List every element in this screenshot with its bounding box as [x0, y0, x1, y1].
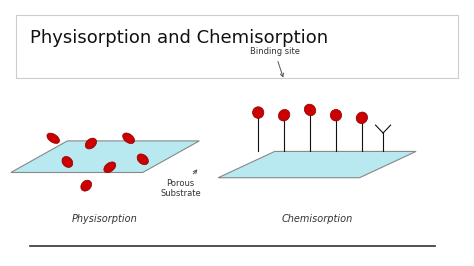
Ellipse shape [85, 138, 97, 149]
Ellipse shape [330, 109, 342, 121]
FancyBboxPatch shape [16, 15, 458, 78]
Ellipse shape [137, 154, 148, 165]
Ellipse shape [253, 107, 264, 118]
Polygon shape [11, 141, 199, 172]
Ellipse shape [278, 109, 290, 121]
Text: Physisorption and Chemisorption: Physisorption and Chemisorption [30, 29, 328, 47]
Polygon shape [218, 151, 416, 178]
Ellipse shape [81, 180, 91, 191]
Text: Physisorption: Physisorption [72, 214, 138, 223]
Text: Binding site: Binding site [250, 47, 300, 77]
Text: Porous
Substrate: Porous Substrate [160, 170, 201, 198]
Ellipse shape [356, 112, 367, 124]
Ellipse shape [47, 133, 60, 143]
Ellipse shape [62, 156, 73, 167]
Text: Chemisorption: Chemisorption [282, 214, 353, 223]
Ellipse shape [123, 133, 135, 144]
Ellipse shape [304, 104, 316, 116]
Ellipse shape [104, 162, 116, 173]
